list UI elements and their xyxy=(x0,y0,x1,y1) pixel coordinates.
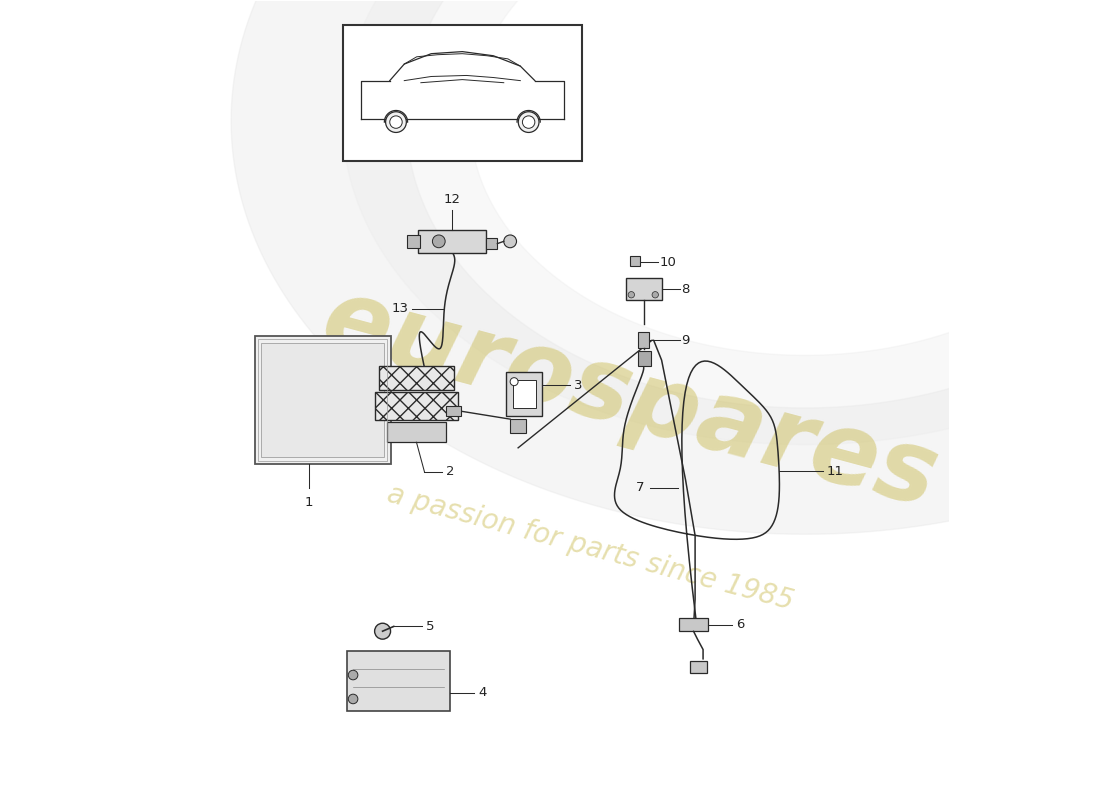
Circle shape xyxy=(628,291,635,298)
Text: 11: 11 xyxy=(827,465,844,478)
Circle shape xyxy=(518,112,539,133)
Bar xyxy=(255,336,390,464)
Text: 12: 12 xyxy=(443,194,461,206)
Circle shape xyxy=(432,235,446,248)
Bar xyxy=(262,342,384,458)
Text: 13: 13 xyxy=(392,302,408,315)
Bar xyxy=(629,257,640,266)
Circle shape xyxy=(349,694,358,704)
Bar xyxy=(447,406,461,416)
Text: 4: 4 xyxy=(478,686,486,699)
Text: 7: 7 xyxy=(636,481,645,494)
Bar xyxy=(343,26,582,161)
Bar xyxy=(513,380,536,408)
Bar xyxy=(407,234,420,248)
Bar xyxy=(258,339,387,461)
Bar xyxy=(626,278,661,300)
Polygon shape xyxy=(231,0,1100,534)
Bar xyxy=(486,238,497,249)
Text: 10: 10 xyxy=(660,255,676,269)
Circle shape xyxy=(389,116,403,128)
Bar xyxy=(378,366,454,390)
Text: a passion for parts since 1985: a passion for parts since 1985 xyxy=(384,480,796,615)
Circle shape xyxy=(375,623,390,639)
Circle shape xyxy=(349,670,358,680)
Bar xyxy=(638,351,651,366)
Bar xyxy=(510,419,526,434)
Circle shape xyxy=(510,378,518,386)
Bar xyxy=(346,651,450,711)
Circle shape xyxy=(386,112,406,133)
Text: 1: 1 xyxy=(305,496,314,509)
Bar xyxy=(690,661,707,674)
Polygon shape xyxy=(343,0,1100,445)
Circle shape xyxy=(652,291,659,298)
Bar xyxy=(418,230,486,253)
Bar xyxy=(679,618,708,631)
Bar xyxy=(386,422,447,442)
Text: eurospares: eurospares xyxy=(311,271,948,529)
Bar xyxy=(375,392,459,420)
Text: 2: 2 xyxy=(446,466,454,478)
Text: 5: 5 xyxy=(427,620,434,633)
Circle shape xyxy=(504,235,517,248)
Circle shape xyxy=(522,116,535,128)
Bar xyxy=(506,372,542,416)
Text: 6: 6 xyxy=(736,618,744,631)
Bar xyxy=(638,332,649,348)
Text: 9: 9 xyxy=(682,334,690,346)
Text: 8: 8 xyxy=(682,282,690,296)
Text: 3: 3 xyxy=(574,378,582,392)
